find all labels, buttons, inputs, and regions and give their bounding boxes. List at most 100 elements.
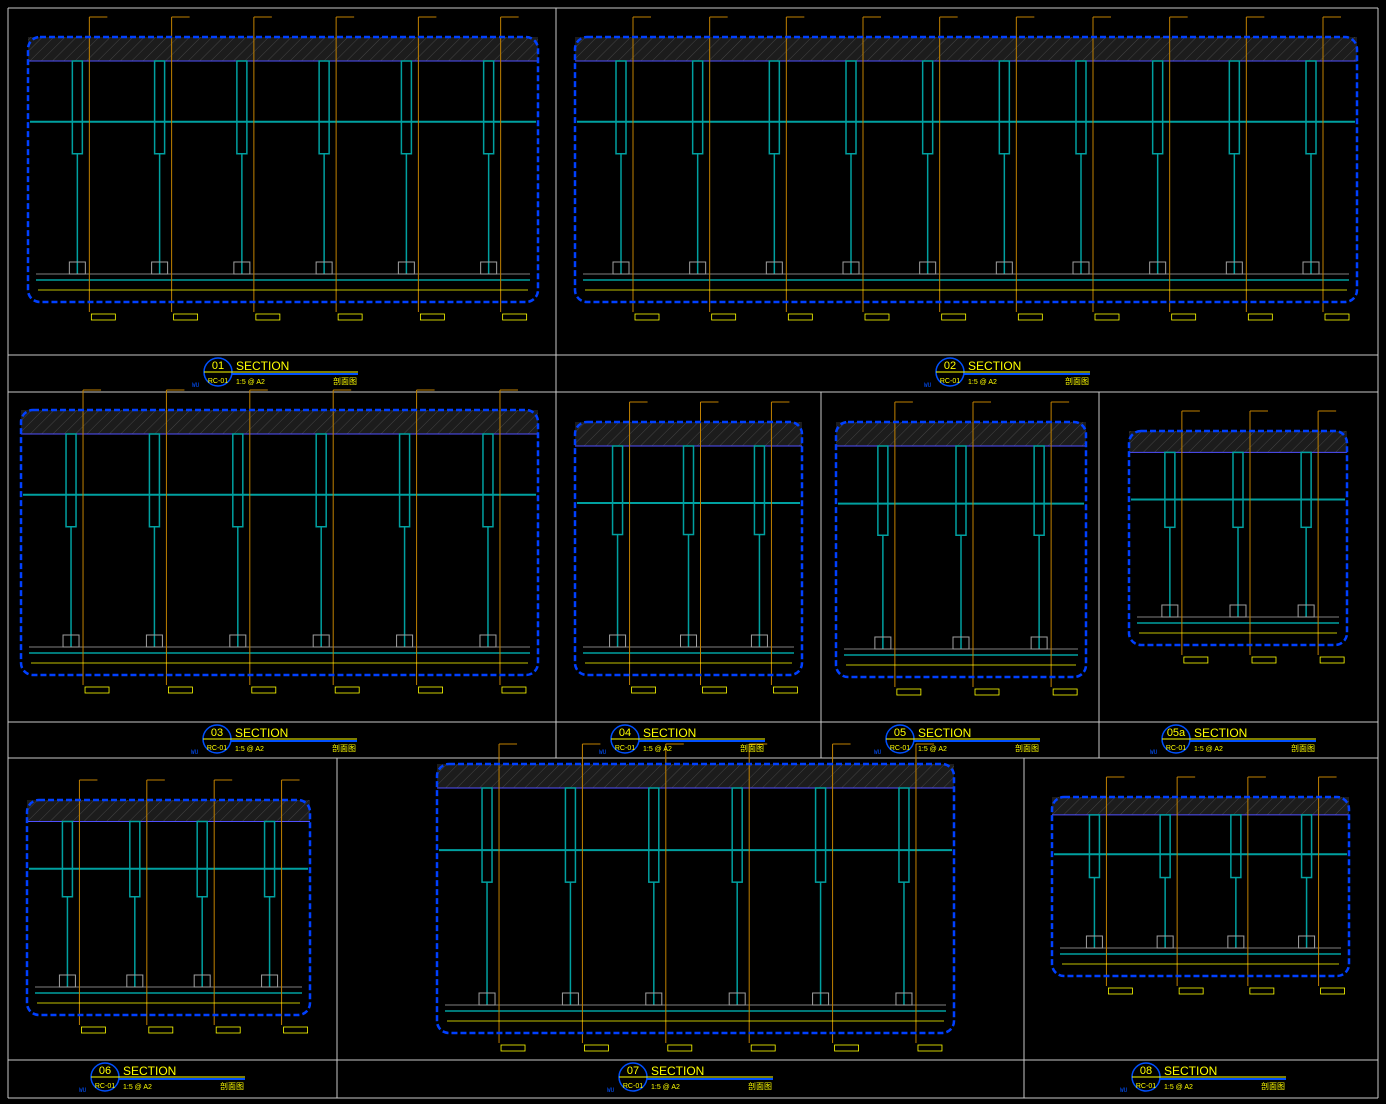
hanger-rod (1164, 451, 1176, 529)
scale-label: 1:5 @ A2 (236, 379, 265, 386)
hanger-rod (955, 445, 967, 536)
hanger-rod (153, 60, 166, 155)
ceiling-slab-hatch (437, 764, 954, 788)
hanger-clip (62, 634, 80, 648)
tag-box (634, 313, 660, 321)
tag-box (283, 1026, 308, 1034)
section-label: SECTION (236, 359, 289, 373)
hanger-rod (753, 445, 766, 536)
section-outline (26, 35, 540, 304)
hanger-clip (1225, 261, 1243, 275)
hanger-clip (312, 634, 330, 648)
tag-box (500, 1044, 526, 1052)
tag-box (1319, 656, 1345, 664)
hanger-clip (233, 261, 251, 275)
drawing-reference: RC-01 (1166, 745, 1186, 752)
drawing-reference: RC-01 (208, 378, 228, 385)
hanger-rod (61, 820, 74, 898)
drawing-reference: RC-01 (95, 1083, 115, 1090)
section-label: SECTION (643, 726, 696, 740)
section-label: SECTION (651, 1064, 704, 1078)
ceiling-slab-hatch (21, 410, 538, 434)
chinese-title: 剖面图 (220, 1081, 244, 1091)
ceiling-slab-hatch (575, 37, 1357, 61)
hanger-clip (1302, 261, 1320, 275)
hanger-rod (564, 787, 577, 883)
section-drawing-08 (1050, 776, 1351, 995)
prefix-label: WU (79, 1087, 87, 1094)
section-label: SECTION (968, 359, 1021, 373)
tag-box (711, 313, 737, 321)
hanger-rod (814, 787, 827, 883)
section-title-02: 02 SECTION RC-01 1:5 @ A2 剖面图 WU (924, 357, 1090, 389)
scale-label: 1:5 @ A2 (1194, 746, 1223, 753)
scale-label: 1:5 @ A2 (1164, 1084, 1193, 1091)
ceiling-slab-hatch (27, 800, 310, 822)
tag-box (168, 686, 193, 694)
hanger-clip (1030, 636, 1048, 650)
tag-box (419, 313, 445, 321)
scale-label: 1:5 @ A2 (643, 746, 672, 753)
section-number: 06 (99, 1065, 111, 1077)
hanger-clip (478, 992, 496, 1006)
tag-box (1320, 987, 1345, 995)
tag-box (1249, 987, 1275, 995)
tag-box (834, 1044, 859, 1052)
section-outline (435, 762, 956, 1035)
section-drawing-02 (573, 16, 1359, 321)
hanger-rod (1300, 451, 1312, 529)
tag-box (418, 686, 443, 694)
tag-box (1183, 656, 1209, 664)
ceiling-slab-hatch (1129, 431, 1347, 453)
prefix-label: WU (1150, 749, 1158, 756)
drawing-reference: RC-01 (623, 1083, 643, 1090)
hanger-clip (1072, 261, 1090, 275)
hanger-clip (1156, 935, 1174, 949)
section-drawing-01 (26, 16, 540, 321)
tag-box (501, 686, 527, 694)
hanger-rod (1088, 814, 1101, 879)
section-outline (1050, 795, 1351, 978)
tag-box (941, 313, 967, 321)
prefix-label: WU (924, 382, 932, 389)
ceiling-slab-hatch (836, 422, 1086, 446)
tag-box (974, 688, 1000, 696)
section-label: SECTION (1194, 726, 1247, 740)
drawing-reference: RC-01 (940, 378, 960, 385)
hanger-clip (609, 634, 627, 648)
hanger-clip (874, 636, 892, 650)
prefix-label: WU (1120, 1087, 1128, 1094)
section-label: SECTION (1164, 1064, 1217, 1078)
prefix-label: WU (599, 749, 607, 756)
section-label: SECTION (123, 1064, 176, 1078)
hanger-rod (129, 820, 141, 898)
hanger-rod (1151, 60, 1164, 155)
hanger-clip (479, 634, 497, 648)
hanger-rod (148, 433, 161, 528)
hanger-rod (1305, 60, 1317, 155)
hanger-rod (682, 445, 695, 536)
hanger-clip (645, 992, 663, 1006)
tag-box (1251, 656, 1277, 664)
drawing-reference: RC-01 (1136, 1083, 1156, 1090)
tag-box (787, 313, 813, 321)
section-number: 04 (619, 727, 631, 739)
prefix-label: WU (607, 1087, 615, 1094)
drawing-reference: RC-01 (890, 745, 910, 752)
hanger-rod (481, 787, 493, 883)
chinese-title: 剖面图 (740, 743, 764, 753)
tag-box (90, 313, 116, 321)
tag-box (1052, 688, 1078, 696)
section-outline (834, 420, 1088, 679)
hanger-clip (68, 261, 86, 275)
hanger-rod (998, 60, 1011, 155)
hanger-clip (728, 992, 746, 1006)
section-title-05: 05 SECTION RC-01 1:5 @ A2 剖面图 WU (874, 724, 1040, 756)
hanger-clip (229, 634, 247, 648)
tag-box (1324, 313, 1350, 321)
hanger-clip (612, 261, 630, 275)
tag-box (255, 313, 281, 321)
hanger-rod (318, 60, 330, 155)
chinese-title: 剖面图 (1291, 743, 1315, 753)
section-title-01: 01 SECTION RC-01 1:5 @ A2 剖面图 WU (192, 357, 358, 389)
